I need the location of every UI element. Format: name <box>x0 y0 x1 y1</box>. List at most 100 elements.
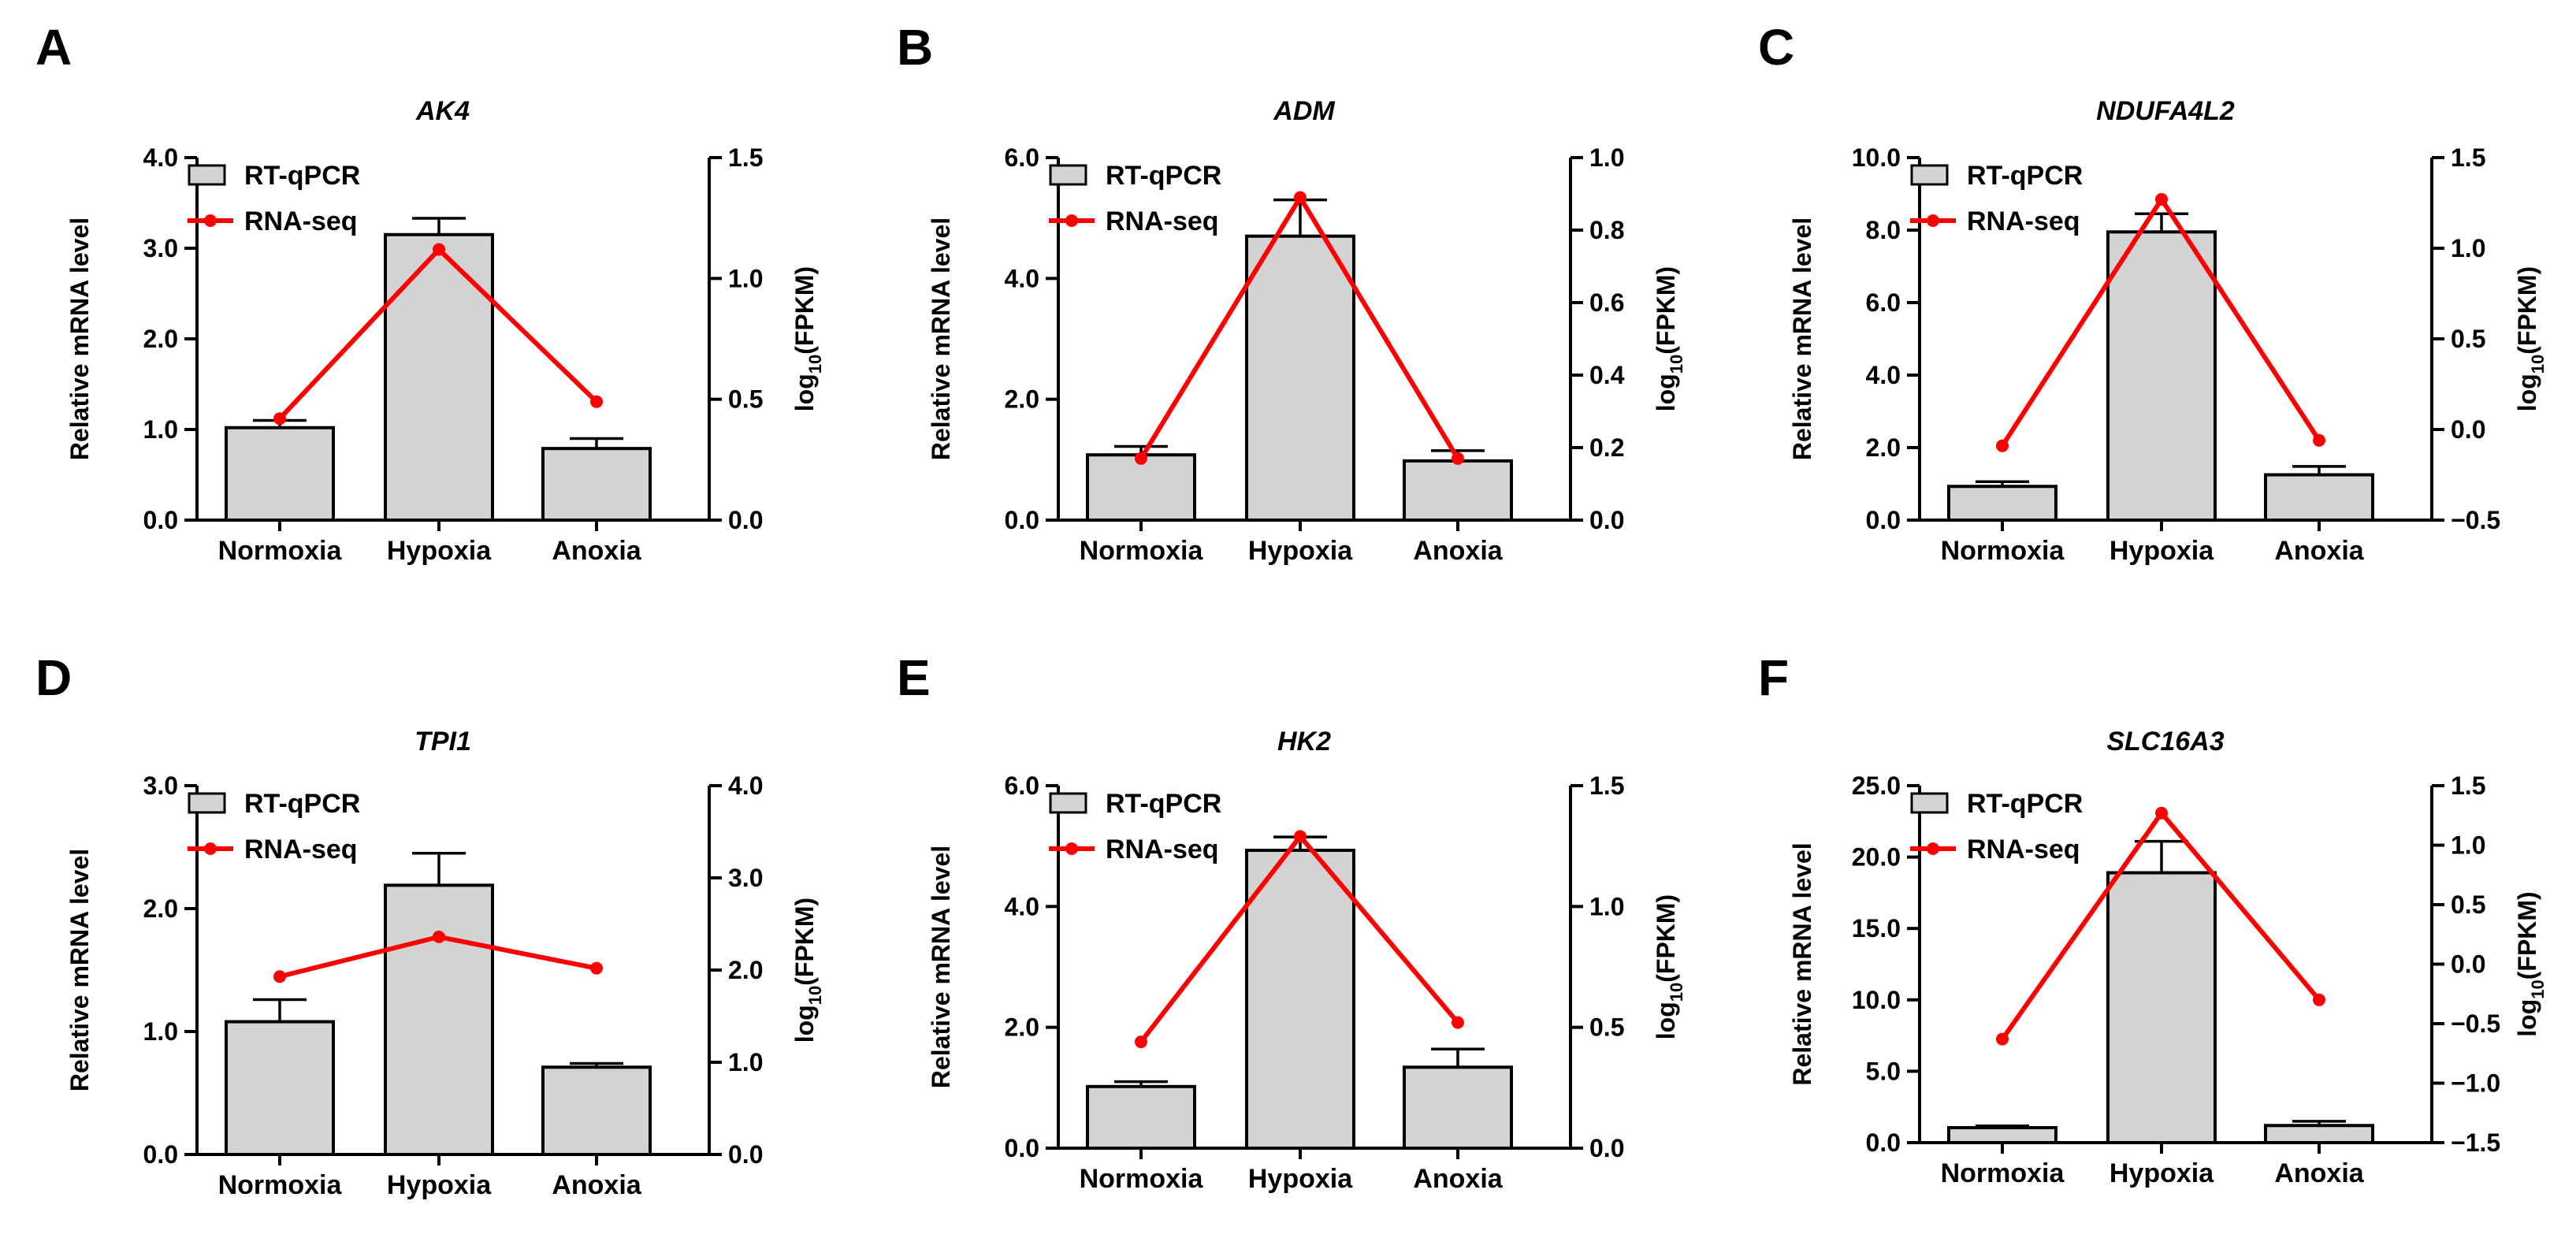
x-tick-label: Anoxia <box>2274 1158 2364 1188</box>
chart-panel-a: A AK4 0.0 1.0 2.0 3.0 4.0 0.0 0.5 1.0 1.5 Normoxia H… <box>35 19 825 566</box>
rna-seq-point <box>1294 830 1307 843</box>
bar-anoxia <box>1403 459 1513 522</box>
x-tick-label: Anoxia <box>552 536 641 566</box>
y2-tick-label: 1.0 <box>1589 143 1624 172</box>
y2-tick-label: −1.0 <box>2451 1069 2500 1098</box>
y2-tick-label: 1.5 <box>2451 771 2485 800</box>
y-axis-label: Relative mRNA level <box>927 846 955 1088</box>
y2-label-sub: 10 <box>2528 355 2548 374</box>
y2-label-sub: 10 <box>1667 355 1686 374</box>
y-tick-label: 2.0 <box>143 325 178 353</box>
y-tick-label: 6.0 <box>1005 771 1039 800</box>
y-tick-label: 1.0 <box>143 415 178 444</box>
y2-tick-label: 0.6 <box>1589 288 1624 317</box>
y2-axis-label: log10(FPKM) <box>2513 891 2548 1036</box>
rna-seq-point <box>1135 452 1147 465</box>
y2-tick-label: −0.5 <box>2451 1009 2500 1038</box>
bar-hypoxia <box>2106 871 2217 1144</box>
y2-tick-label: 3.0 <box>728 864 763 892</box>
rna-seq-point <box>433 930 445 943</box>
x-tick-label: Hypoxia <box>1248 1164 1353 1194</box>
y2-label-rest: (FPKM) <box>790 266 819 355</box>
y-tick-label: 4.0 <box>1866 361 1901 389</box>
legend-bar-label: RT-qPCR <box>244 789 360 819</box>
x-tick-label: Hypoxia <box>1248 536 1353 566</box>
y-axis-label: Relative mRNA level <box>65 217 94 460</box>
x-tick-label: Hypoxia <box>2109 1158 2214 1188</box>
y2-tick-label: 0.5 <box>2451 890 2485 919</box>
chart-title: NDUFA4L2 <box>2096 96 2235 126</box>
y-axis-label: Relative mRNA level <box>1788 842 1816 1085</box>
y2-tick-label: −1.5 <box>2451 1128 2500 1157</box>
y-tick-label: 2.0 <box>1866 433 1901 462</box>
bar-normoxia <box>225 1020 335 1156</box>
y-tick-label: 15.0 <box>1852 914 1901 942</box>
y-tick-label: 4.0 <box>143 143 178 172</box>
panel-letter: F <box>1758 649 1789 706</box>
bar-normoxia <box>1947 1125 2057 1144</box>
x-tick-label: Normoxia <box>1080 1164 1204 1194</box>
rna-seq-point <box>1452 452 1464 465</box>
y-tick-label: 6.0 <box>1005 143 1039 172</box>
y-tick-label: 0.0 <box>143 1140 178 1169</box>
legend-line-label: RNA-seq <box>1106 835 1219 864</box>
y-tick-label: 3.0 <box>143 771 178 800</box>
y-tick-label: 0.0 <box>143 506 178 534</box>
y-tick-label: 1.0 <box>143 1017 178 1046</box>
chart-title: AK4 <box>415 96 470 126</box>
y-tick-label: 4.0 <box>1005 892 1039 920</box>
legend-bar-swatch <box>1910 164 1949 186</box>
legend-bar-swatch <box>1049 164 1087 186</box>
chart-panel-f: F SLC16A3 0.0 5.0 10.0 15.0 20.0 25.0 −1.5 −1.0 −0… <box>1758 649 2548 1188</box>
y2-axis-label: log10(FPKM) <box>1652 266 1686 411</box>
chart-panel-b: B ADM 0.0 2.0 4.0 6.0 0.0 0.2 0.4 0.6 0.8 1.0 Normox… <box>897 19 1686 566</box>
y-tick-label: 0.0 <box>1866 506 1901 534</box>
y-tick-label: 2.0 <box>1005 1013 1039 1042</box>
y-tick-label: 20.0 <box>1852 843 1901 872</box>
y2-tick-label: 1.0 <box>728 264 763 292</box>
x-tick-label: Normoxia <box>218 1170 343 1200</box>
y-tick-label: 2.0 <box>143 894 178 923</box>
y2-tick-label: 0.0 <box>728 1140 763 1169</box>
y-axis-label: Relative mRNA level <box>65 849 94 1091</box>
legend-line-marker <box>1065 842 1078 855</box>
rna-seq-point <box>2313 433 2325 447</box>
legend-bar-label: RT-qPCR <box>1967 161 2083 191</box>
x-tick-label: Anoxia <box>1413 536 1503 566</box>
panel-letter: B <box>897 19 933 76</box>
legend-line-marker <box>1927 214 1939 227</box>
y2-label-base: log <box>1652 1002 1680 1039</box>
rna-seq-point <box>273 412 286 426</box>
legend-line-label: RNA-seq <box>244 835 358 864</box>
panel-letter: E <box>897 649 931 706</box>
legend-bar-label: RT-qPCR <box>1967 789 2083 819</box>
legend-line-label: RNA-seq <box>1967 206 2080 236</box>
legend-line-marker <box>204 842 217 855</box>
chart-panel-e: E HK2 0.0 2.0 4.0 6.0 0.0 0.5 1.0 1.5 Normoxia Hypo… <box>897 649 1686 1194</box>
bar-normoxia <box>1086 1084 1196 1150</box>
y2-tick-label: 1.5 <box>1589 771 1624 800</box>
y-tick-label: 10.0 <box>1852 986 1901 1014</box>
rna-seq-point <box>1135 1035 1147 1049</box>
y2-tick-label: 1.5 <box>728 143 763 172</box>
x-tick-label: Normoxia <box>1941 536 2065 566</box>
y-tick-label: 8.0 <box>1866 216 1901 244</box>
y2-label-rest: (FPKM) <box>790 898 819 986</box>
y2-tick-label: 0.4 <box>1589 361 1625 389</box>
x-tick-label: Normoxia <box>1080 536 1204 566</box>
bar-hypoxia <box>2106 230 2217 522</box>
legend-line-marker <box>1065 214 1078 227</box>
legend-bar-label: RT-qPCR <box>1106 789 1221 819</box>
y-tick-label: 3.0 <box>143 234 178 262</box>
y2-tick-label: 0.0 <box>728 506 763 534</box>
x-tick-label: Anoxia <box>2274 536 2364 566</box>
legend-bar-swatch <box>188 164 226 186</box>
rna-seq-point <box>2313 993 2325 1006</box>
bar-anoxia <box>2264 1124 2374 1144</box>
y-tick-label: 6.0 <box>1866 288 1901 317</box>
y2-tick-label: 0.5 <box>2451 325 2485 353</box>
y2-label-base: log <box>790 1005 819 1043</box>
x-tick-label: Normoxia <box>1941 1158 2065 1188</box>
rna-seq-point <box>433 243 445 256</box>
